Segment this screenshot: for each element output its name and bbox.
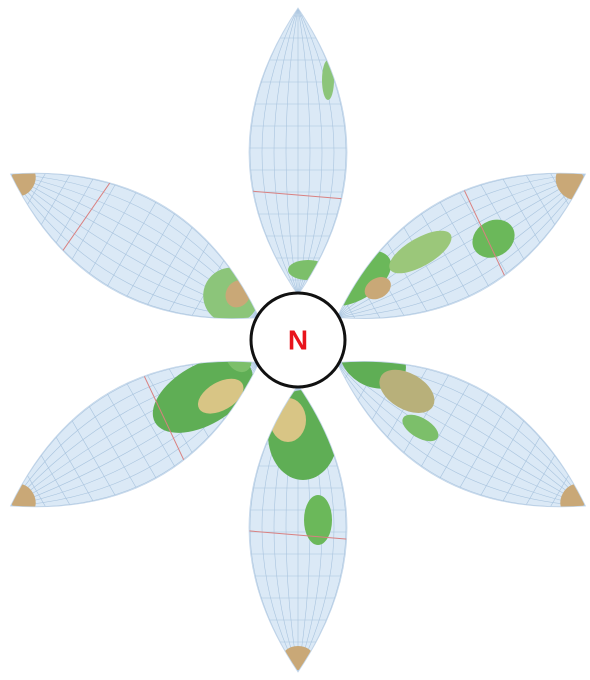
gore-content [0,131,277,360]
meridian-line [458,177,511,288]
graticule [336,362,586,507]
graticule [273,8,299,295]
graticule [297,8,347,295]
meridian-line [249,529,347,541]
gore-outline [336,361,587,508]
gore-ocean [336,361,586,507]
north-label: N [288,324,308,355]
gores [0,7,590,673]
center-circle [249,291,347,389]
land [282,646,314,670]
graticule [336,173,586,319]
gore [0,131,277,360]
gore-ocean [10,361,260,507]
graticule [336,362,586,507]
graticule [297,8,335,295]
graticule [297,8,323,295]
graticule [261,8,299,295]
gore [248,7,348,296]
gore-outline [9,361,260,508]
graticule [336,362,586,507]
land [379,369,435,413]
meridian-line [137,362,190,473]
land [197,378,244,414]
gore-content [0,320,277,549]
graticule [336,173,586,318]
gore-outline [248,384,348,673]
gore-outline [248,7,348,296]
graticule [285,8,299,295]
land [270,398,306,442]
graticule [297,8,311,295]
graticule [336,173,586,318]
land [364,277,391,300]
gore [0,320,277,549]
land [288,260,328,280]
graticule [336,173,586,318]
gore [248,384,348,673]
land [304,495,332,545]
gore-outline [336,172,587,319]
land [322,60,334,100]
graticule [336,173,586,318]
graticule [249,8,299,295]
land [389,230,452,274]
gore-outline [9,172,260,319]
gore-ocean [336,173,586,319]
land [402,414,439,442]
meridian-line [249,189,347,201]
gore-ocean [10,173,260,319]
